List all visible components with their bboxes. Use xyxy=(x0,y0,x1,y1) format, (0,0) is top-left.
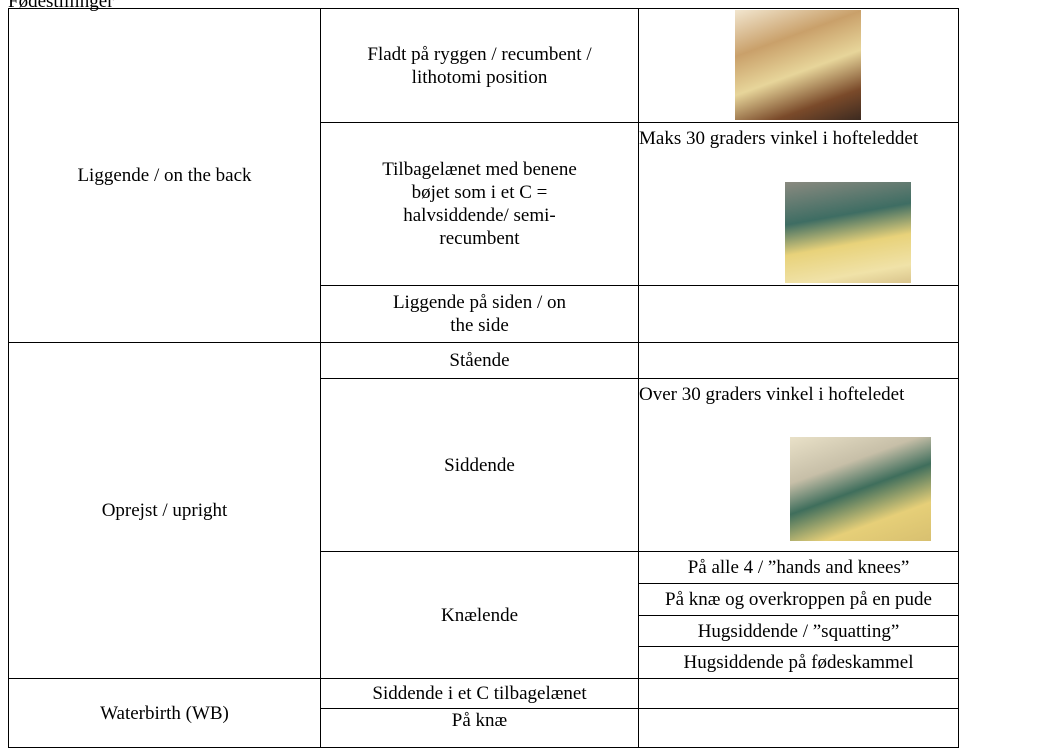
note-cell xyxy=(638,678,959,709)
group-text: Waterbirth (WB) xyxy=(100,702,229,724)
position-text: Liggende på siden / on the side xyxy=(392,292,567,336)
variant-text: På knæ og overkroppen på en pude xyxy=(665,589,932,610)
group-text: Oprejst / upright xyxy=(101,500,228,521)
position-cell: Tilbagelænet med benene bøjet som i et C… xyxy=(320,122,639,286)
note-cell xyxy=(638,708,959,748)
position-text: På knæ xyxy=(451,710,508,731)
group-label: Oprejst / upright xyxy=(8,342,321,679)
position-text: Siddende i et C tilbagelænet xyxy=(372,683,587,704)
position-cell: Siddende i et C tilbagelænet xyxy=(320,678,639,709)
note-text: Over 30 graders vinkel i hofteledet xyxy=(639,384,905,405)
variant-text: På alle 4 / ”hands and knees” xyxy=(687,557,910,578)
position-text: Siddende xyxy=(444,454,515,476)
position-cell: På knæ xyxy=(320,708,639,748)
variant-cell: På knæ og overkroppen på en pude xyxy=(638,583,959,616)
photo xyxy=(785,182,911,283)
position-cell: Fladt på ryggen / recumbent / lithotomi … xyxy=(320,8,639,123)
variant-cell: Hugsiddende på fødeskammel xyxy=(638,646,959,679)
position-text: Tilbagelænet med benene bøjet som i et C… xyxy=(382,159,577,249)
group-label: Waterbirth (WB) xyxy=(8,678,321,748)
variant-cell: Hugsiddende / ”squatting” xyxy=(638,615,959,647)
photo xyxy=(735,10,861,120)
note-cell xyxy=(638,342,959,379)
position-text: Knælende xyxy=(440,604,519,626)
position-cell: Siddende xyxy=(320,378,639,552)
variant-cell: På alle 4 / ”hands and knees” xyxy=(638,551,959,584)
note-cell xyxy=(638,285,959,343)
group-text: Liggende / on the back xyxy=(77,165,252,186)
note-text: Maks 30 graders vinkel i hofteleddet xyxy=(639,128,919,149)
group-label: Liggende / on the back xyxy=(8,8,321,343)
position-cell: Liggende på siden / on the side xyxy=(320,285,639,343)
position-text: Stående xyxy=(449,350,510,371)
photo xyxy=(790,437,931,541)
position-cell: Stående xyxy=(320,342,639,379)
variant-text: Hugsiddende på fødeskammel xyxy=(683,652,914,673)
document-title: Fødestillinger xyxy=(8,0,114,12)
position-cell: Knælende xyxy=(320,551,639,679)
position-text: Fladt på ryggen / recumbent / lithotomi … xyxy=(367,43,592,88)
variant-text: Hugsiddende / ”squatting” xyxy=(697,620,900,642)
page: Fødestillinger Liggende / on the back Op… xyxy=(8,0,959,748)
